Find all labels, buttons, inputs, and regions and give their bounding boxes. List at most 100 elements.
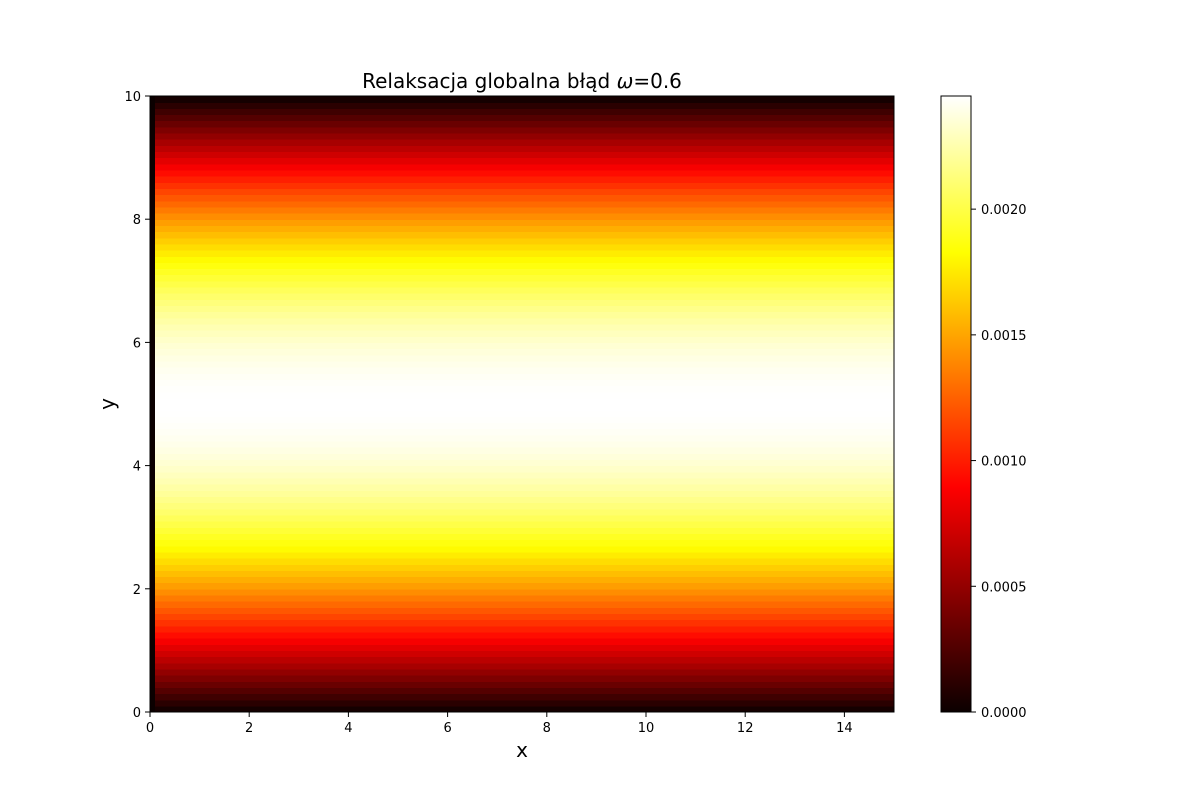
heatmap-row — [150, 391, 894, 399]
heatmap-row — [150, 176, 894, 183]
heatmap-row — [150, 508, 894, 516]
y-tick-label: 0 — [133, 706, 141, 721]
heatmap-row — [150, 594, 894, 602]
heatmap-row — [150, 434, 894, 442]
x-tick-label: 10 — [638, 721, 655, 736]
heatmap-row — [150, 299, 894, 307]
chart-title: Relaksacja globalna błąd ω=0.6 — [362, 69, 682, 93]
heatmap-row — [150, 465, 894, 473]
heatmap-row — [150, 551, 894, 559]
plot-frame — [149, 95, 895, 713]
heatmap-row — [150, 416, 894, 424]
heatmap-row — [150, 188, 894, 196]
heatmap-row — [150, 317, 894, 325]
x-tick-label: 6 — [443, 721, 451, 736]
heatmap-row — [150, 471, 894, 479]
heatmap-row — [150, 354, 894, 362]
heatmap-row — [150, 206, 894, 214]
heatmap-row — [150, 422, 894, 430]
heatmap-row — [150, 157, 894, 165]
heatmap-row — [150, 650, 894, 658]
heatmap — [150, 96, 894, 713]
heatmap-row — [150, 699, 894, 707]
heatmap-row — [150, 360, 894, 368]
y-tick-label: 8 — [133, 213, 141, 228]
heatmap-row — [150, 219, 894, 226]
omega-symbol: ω — [617, 69, 634, 93]
colorbar-tick-label: 0.0005 — [981, 580, 1027, 595]
heatmap-row — [150, 459, 894, 467]
heatmap-row — [150, 693, 894, 701]
x-tick-label: 8 — [543, 721, 551, 736]
heatmap-row — [150, 662, 894, 670]
heatmap-row — [150, 502, 894, 510]
heatmap-row — [150, 243, 894, 251]
heatmap-row — [150, 323, 894, 331]
heatmap-row — [150, 490, 894, 497]
heatmap-row — [150, 311, 894, 319]
colorbar-tick-label: 0.0010 — [981, 455, 1027, 470]
heatmap-row — [150, 687, 894, 695]
heatmap-row — [150, 613, 894, 621]
heatmap-row — [150, 237, 894, 245]
heatmap-row — [150, 280, 894, 288]
heatmap-row — [150, 182, 894, 189]
heatmap-row — [150, 638, 894, 645]
heatmap-row — [150, 582, 894, 590]
heatmap-row — [150, 619, 894, 627]
heatmap-row — [150, 200, 894, 208]
heatmap-row — [150, 262, 894, 270]
heatmap-row — [150, 588, 894, 596]
heatmap-row — [150, 576, 894, 584]
x-axis: 0 2 4 6 8 10 12 14 — [146, 712, 853, 736]
heatmap-row — [150, 539, 894, 547]
heatmap-row — [150, 521, 894, 528]
heatmap-row — [150, 428, 894, 436]
heatmap-row — [150, 558, 894, 565]
heatmap-row — [150, 453, 894, 461]
x-tick-label: 2 — [245, 721, 253, 736]
heatmap-row — [150, 385, 894, 393]
heatmap-row — [150, 132, 894, 140]
heatmap-row — [150, 533, 894, 541]
colorbar-tick-label: 0.0020 — [981, 203, 1027, 218]
heatmap-row — [150, 373, 894, 380]
y-tick-label: 2 — [133, 583, 141, 598]
heatmap-row — [150, 286, 894, 294]
heatmap-row — [150, 545, 894, 553]
heatmap-row — [150, 379, 894, 387]
heatmap-row — [150, 342, 894, 350]
heatmap-zero-column — [150, 96, 155, 712]
heatmap-row — [150, 274, 894, 282]
heatmap-row — [150, 668, 894, 676]
heatmap-row — [150, 601, 894, 608]
heatmap-row — [150, 447, 894, 454]
heatmap-row — [150, 250, 894, 257]
heatmap-row — [150, 194, 894, 202]
colorbar-tick-label: 0.0015 — [981, 329, 1027, 344]
y-axis-label: y — [95, 398, 119, 410]
heatmap-row — [150, 305, 894, 313]
heatmap-row — [150, 631, 894, 639]
heatmap-row — [150, 496, 894, 504]
heatmap-row — [150, 484, 894, 491]
heatmap-row — [150, 681, 894, 688]
heatmap-row — [150, 139, 894, 146]
heatmap-row — [150, 644, 894, 651]
heatmap-row — [150, 656, 894, 664]
heatmap-row — [150, 440, 894, 448]
heatmap-row — [150, 336, 894, 343]
heatmap-row — [150, 293, 894, 300]
y-tick-label: 10 — [124, 90, 141, 105]
heatmap-row — [150, 151, 894, 159]
heatmap-row — [150, 675, 894, 682]
x-tick-label: 4 — [344, 721, 352, 736]
heatmap-row — [150, 410, 894, 417]
colorbar — [940, 95, 972, 713]
heatmap-row — [150, 367, 894, 374]
heatmap-row — [150, 213, 894, 220]
heatmap-row — [150, 404, 894, 411]
heatmap-row — [150, 625, 894, 633]
heatmap-row — [150, 268, 894, 276]
heatmap-row — [150, 108, 894, 116]
